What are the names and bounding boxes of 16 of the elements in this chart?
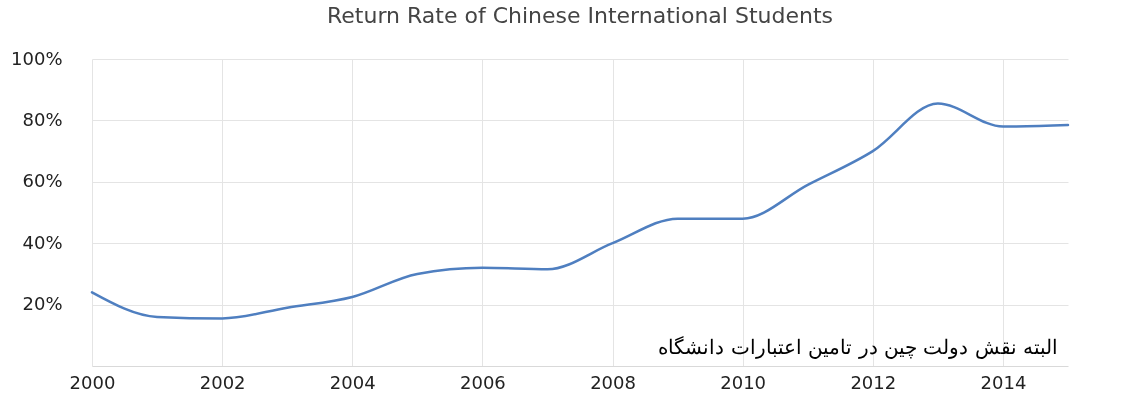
x-tick-label: 2014 bbox=[980, 371, 1027, 393]
y-tick-label: 20% bbox=[22, 293, 63, 315]
annotation: البته نقش دولت چین در تامین اعتبارات دانشگاه bbox=[658, 335, 1058, 359]
chart-title: Return Rate of Chinese International Students bbox=[327, 3, 833, 28]
y-tick-label: 80% bbox=[22, 108, 63, 130]
x-tick-label: 2000 bbox=[69, 371, 116, 393]
y-tick-label: 40% bbox=[22, 231, 63, 253]
x-tick-label: 2002 bbox=[199, 371, 246, 393]
y-tick-label: 60% bbox=[22, 170, 63, 192]
x-tick-label: 2006 bbox=[459, 371, 506, 393]
x-tick-label: 2008 bbox=[590, 371, 636, 393]
x-tick-label: 2012 bbox=[850, 371, 897, 393]
x-tick-label: 2010 bbox=[720, 371, 767, 393]
x-tick-label: 2004 bbox=[329, 371, 376, 393]
line-series bbox=[90, 102, 1070, 320]
y-tick-label: 100% bbox=[11, 47, 63, 69]
